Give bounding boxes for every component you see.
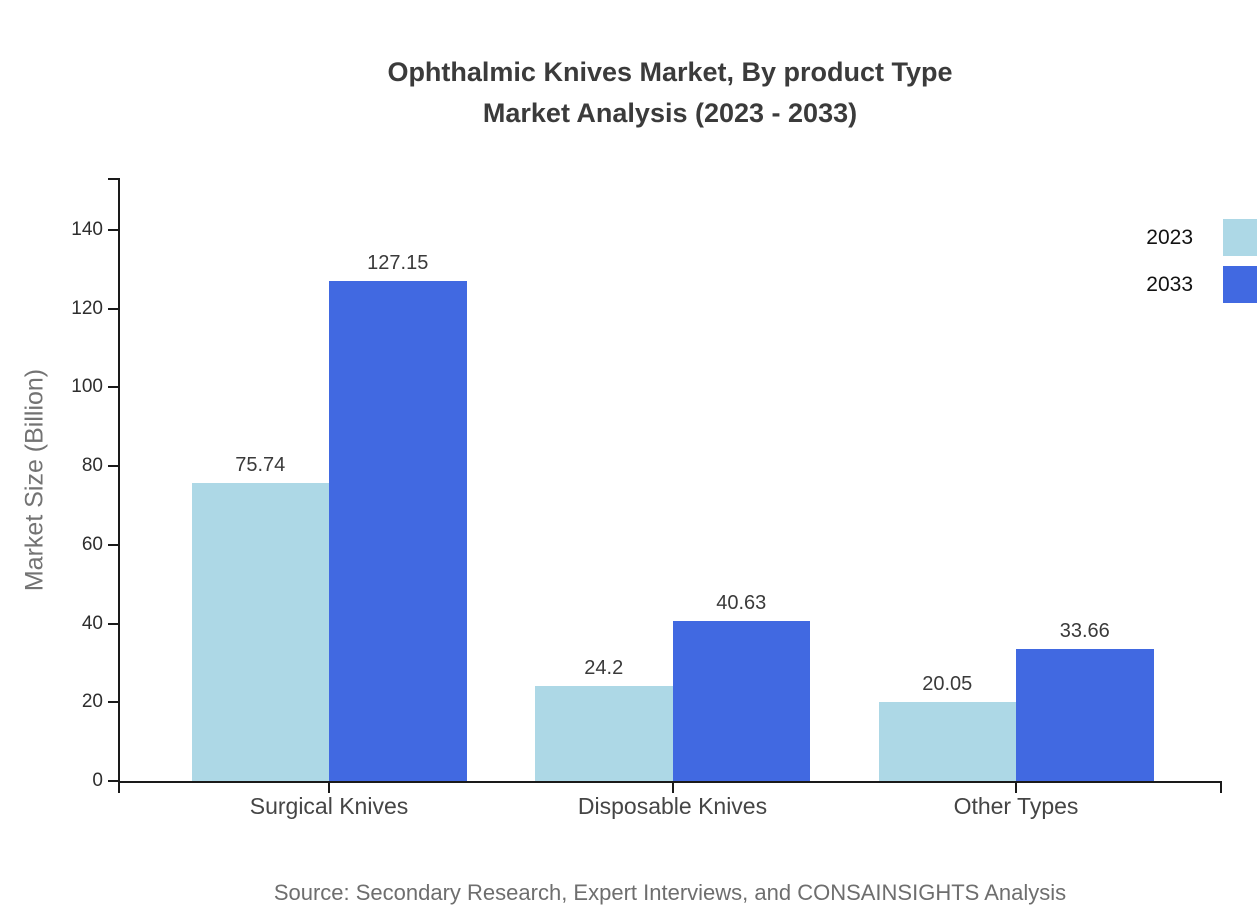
legend-item-2033: 2033 xyxy=(1100,266,1257,303)
bar-2023-surgical-knives xyxy=(191,482,329,781)
x-tick-mark xyxy=(1015,783,1017,793)
bar-value-label: 75.74 xyxy=(235,453,286,476)
y-tick-label: 0 xyxy=(92,770,103,791)
chart-title-line1: Ophthalmic Knives Market, By product Typ… xyxy=(387,57,953,87)
bar-2033-surgical-knives xyxy=(329,280,467,781)
legend-swatch-2033 xyxy=(1223,266,1257,303)
bar-value-label: 20.05 xyxy=(922,673,973,696)
legend-label-2023: 2023 xyxy=(1146,225,1193,249)
y-tick-label: 40 xyxy=(81,612,103,634)
y-tick-label: 100 xyxy=(71,376,103,398)
y-tick-label: 120 xyxy=(71,297,103,319)
chart-title: Ophthalmic Knives Market, By product Typ… xyxy=(80,52,1260,134)
y-tick-label: 80 xyxy=(81,455,103,477)
chart-title-line2: Market Analysis (2023 - 2033) xyxy=(482,98,858,128)
bar-value-label: 127.15 xyxy=(367,251,429,274)
x-tick-mark xyxy=(328,783,330,793)
y-tick-mark xyxy=(108,229,118,231)
y-axis-end-tick xyxy=(108,178,120,180)
bar-value-label: 40.63 xyxy=(716,592,767,615)
bar-2033-other-types xyxy=(1016,648,1154,781)
bar-value-label: 24.2 xyxy=(584,656,624,679)
y-tick-mark xyxy=(108,622,118,625)
y-tick-label: 20 xyxy=(81,691,103,713)
y-tick-label: 140 xyxy=(71,219,103,240)
legend-label-2033: 2033 xyxy=(1146,272,1193,296)
y-tick-mark xyxy=(108,307,118,310)
y-tick-mark xyxy=(108,543,118,546)
x-tick-mark xyxy=(671,783,674,793)
bar-2023-other-types xyxy=(878,702,1016,781)
y-axis-title: Market Size (Billion) xyxy=(20,368,49,592)
x-category-label: Other Types xyxy=(953,793,1079,819)
bar-value-label: 33.66 xyxy=(1059,619,1110,642)
source-note: Source: Secondary Research, Expert Inter… xyxy=(273,880,1067,905)
legend-swatch-2023 xyxy=(1223,219,1257,256)
x-axis-end-tick xyxy=(1220,783,1222,793)
plot-area: 0 20 40 60 80 100 120 140 75.74 127.15 Surgical Kn… xyxy=(71,178,1222,819)
bar-2033-disposable-knives xyxy=(672,621,810,781)
bar-2023-disposable-knives xyxy=(535,685,673,781)
y-tick-label: 60 xyxy=(81,533,103,555)
y-tick-mark xyxy=(108,780,118,782)
x-category-label: Surgical Knives xyxy=(249,793,409,819)
x-axis-end-tick xyxy=(118,783,120,793)
y-tick-mark xyxy=(108,701,118,704)
y-tick-mark xyxy=(108,386,118,389)
y-tick-mark xyxy=(108,465,118,468)
x-category-label: Disposable Knives xyxy=(577,793,768,819)
legend-item-2023: 2023 xyxy=(1100,219,1257,256)
